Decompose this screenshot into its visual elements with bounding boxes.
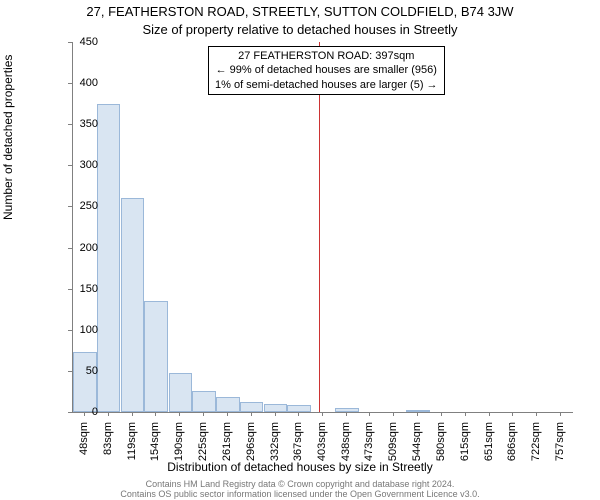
y-tick-label: 100	[58, 324, 98, 336]
x-tick-mark	[560, 412, 561, 416]
x-tick-mark	[132, 412, 133, 416]
y-tick-label: 350	[58, 118, 98, 130]
x-tick-label: 509sqm	[387, 422, 399, 462]
y-tick-mark	[68, 330, 72, 331]
y-tick-label: 0	[58, 406, 98, 418]
histogram-bar	[240, 402, 263, 412]
y-tick-mark	[68, 412, 72, 413]
x-tick-label: 83sqm	[102, 422, 114, 462]
x-tick-mark	[465, 412, 466, 416]
plot-area: 27 FEATHERSTON ROAD: 397sqm← 99% of deta…	[72, 42, 573, 413]
x-tick-label: 261sqm	[221, 422, 233, 462]
x-tick-mark	[369, 412, 370, 416]
x-tick-mark	[489, 412, 490, 416]
x-axis-label: Distribution of detached houses by size …	[0, 460, 600, 474]
y-tick-mark	[68, 42, 72, 43]
y-tick-mark	[68, 248, 72, 249]
histogram-bar	[169, 373, 192, 412]
x-tick-mark	[346, 412, 347, 416]
x-tick-label: 438sqm	[340, 422, 352, 462]
footer-line2: Contains OS public sector information li…	[0, 490, 600, 500]
x-tick-label: 615sqm	[459, 422, 471, 462]
y-tick-label: 150	[58, 283, 98, 295]
histogram-bar	[97, 104, 120, 412]
x-tick-mark	[203, 412, 204, 416]
x-tick-label: 225sqm	[197, 422, 209, 462]
x-tick-label: 154sqm	[149, 422, 161, 462]
x-tick-mark	[441, 412, 442, 416]
y-tick-mark	[68, 124, 72, 125]
annotation-box: 27 FEATHERSTON ROAD: 397sqm← 99% of deta…	[208, 46, 445, 95]
x-tick-mark	[417, 412, 418, 416]
histogram-bar	[406, 410, 429, 412]
y-tick-label: 300	[58, 159, 98, 171]
y-tick-label: 250	[58, 200, 98, 212]
x-tick-mark	[298, 412, 299, 416]
x-tick-mark	[275, 412, 276, 416]
histogram-bar	[264, 404, 287, 412]
x-tick-mark	[84, 412, 85, 416]
y-tick-mark	[68, 289, 72, 290]
reference-line	[319, 42, 320, 412]
x-tick-label: 119sqm	[126, 422, 138, 462]
x-tick-mark	[251, 412, 252, 416]
histogram-bar	[192, 391, 215, 412]
y-tick-mark	[68, 83, 72, 84]
x-tick-mark	[512, 412, 513, 416]
histogram-bar	[216, 397, 239, 412]
histogram-bar	[73, 352, 96, 412]
x-tick-label: 48sqm	[78, 422, 90, 462]
x-tick-label: 722sqm	[530, 422, 542, 462]
chart-title-line1: 27, FEATHERSTON ROAD, STREETLY, SUTTON C…	[0, 4, 600, 19]
y-tick-label: 200	[58, 242, 98, 254]
x-tick-label: 580sqm	[435, 422, 447, 462]
x-tick-label: 367sqm	[292, 422, 304, 462]
x-tick-label: 296sqm	[245, 422, 257, 462]
y-axis-label: Number of detached properties	[1, 55, 15, 220]
x-tick-mark	[536, 412, 537, 416]
annotation-line: 27 FEATHERSTON ROAD: 397sqm	[215, 49, 438, 63]
x-tick-label: 190sqm	[173, 422, 185, 462]
x-tick-label: 473sqm	[363, 422, 375, 462]
histogram-bar	[144, 301, 167, 412]
x-tick-label: 686sqm	[506, 422, 518, 462]
x-tick-mark	[393, 412, 394, 416]
annotation-line: ← 99% of detached houses are smaller (95…	[215, 63, 438, 77]
x-tick-label: 757sqm	[554, 422, 566, 462]
x-tick-mark	[155, 412, 156, 416]
y-tick-mark	[68, 165, 72, 166]
y-tick-mark	[68, 371, 72, 372]
histogram-bar	[121, 198, 144, 412]
y-tick-label: 450	[58, 36, 98, 48]
histogram-bar	[335, 408, 358, 412]
x-tick-mark	[179, 412, 180, 416]
chart-footer: Contains HM Land Registry data © Crown c…	[0, 480, 600, 500]
x-tick-mark	[322, 412, 323, 416]
x-tick-mark	[108, 412, 109, 416]
x-tick-mark	[227, 412, 228, 416]
x-tick-label: 403sqm	[316, 422, 328, 462]
y-tick-label: 400	[58, 77, 98, 89]
y-tick-label: 50	[58, 365, 98, 377]
chart-container: 27, FEATHERSTON ROAD, STREETLY, SUTTON C…	[0, 0, 600, 500]
x-tick-label: 544sqm	[411, 422, 423, 462]
annotation-line: 1% of semi-detached houses are larger (5…	[215, 78, 438, 92]
chart-title-line2: Size of property relative to detached ho…	[0, 22, 600, 37]
x-tick-label: 651sqm	[483, 422, 495, 462]
x-tick-label: 332sqm	[269, 422, 281, 462]
y-tick-mark	[68, 206, 72, 207]
